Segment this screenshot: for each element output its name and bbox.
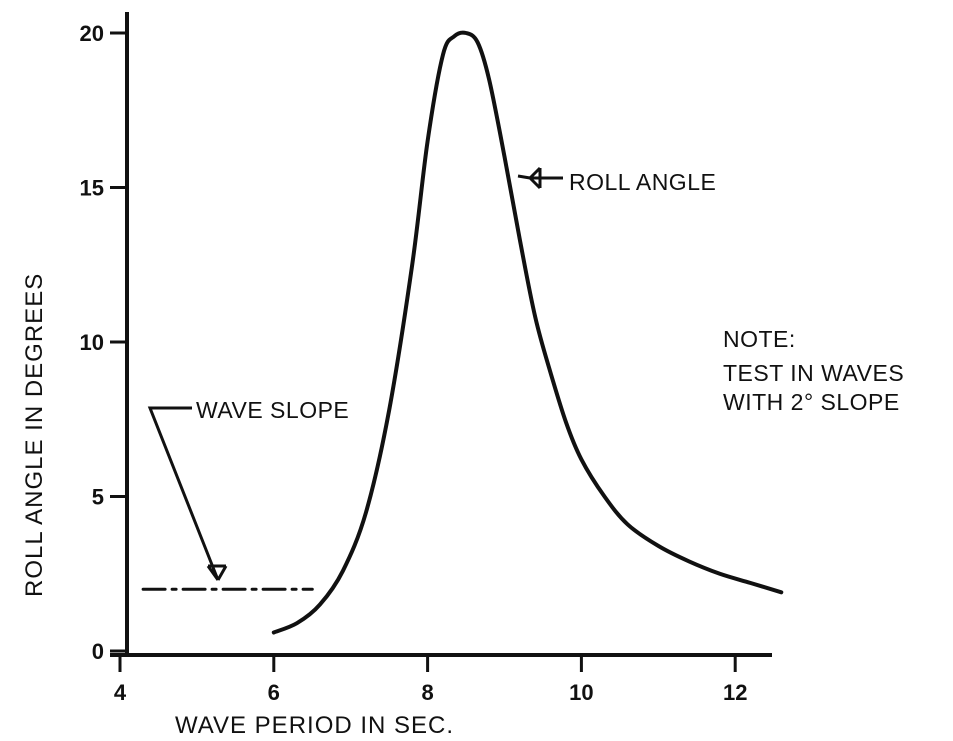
y-tick-label: 0	[92, 639, 104, 664]
x-tick-label: 10	[569, 680, 593, 705]
note-line-2: WITH 2° SLOPE	[723, 389, 900, 415]
roll-angle-curve	[271, 30, 784, 635]
wave-slope-label: WAVE SLOPE	[196, 397, 349, 423]
x-tick-label: 4	[114, 680, 127, 705]
y-tick-label: 15	[80, 176, 104, 201]
axes	[110, 12, 772, 657]
y-tick-label: 5	[92, 485, 104, 510]
annotations: ROLL ANGLE WAVE SLOPE NOTE: TEST IN WAVE…	[147, 166, 904, 581]
x-tick-label: 12	[723, 680, 747, 705]
y-axis-title: ROLL ANGLE IN DEGREES	[21, 273, 48, 597]
note-title: NOTE:	[723, 326, 796, 352]
ticks: 0 5 10 15 20 4 6 8 10 12	[80, 21, 748, 705]
roll-angle-arrow	[517, 166, 563, 190]
wave-slope-arrow	[147, 406, 228, 581]
y-tick-label: 10	[80, 330, 104, 355]
roll-angle-label: ROLL ANGLE	[569, 169, 716, 195]
x-tick-label: 8	[421, 680, 433, 705]
y-tick-label: 20	[80, 21, 104, 46]
x-tick-label: 6	[268, 680, 280, 705]
series-layer	[141, 30, 784, 635]
note-line-1: TEST IN WAVES	[723, 360, 904, 386]
x-axis-title: WAVE PERIOD IN SEC.	[175, 712, 454, 739]
